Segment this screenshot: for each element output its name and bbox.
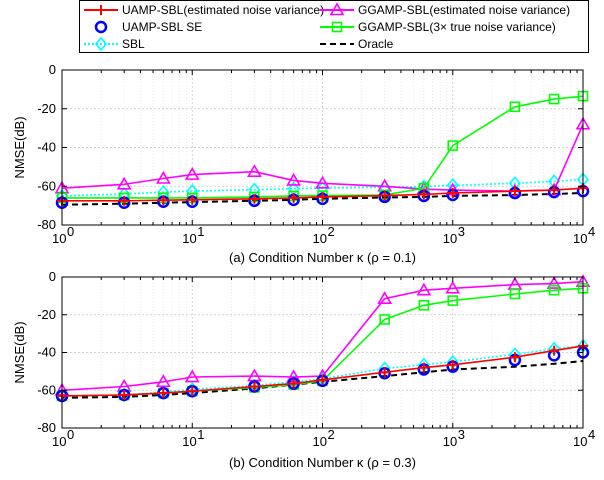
x-tick-label: 10 (182, 231, 196, 246)
x-axis-label: (a) Condition Number κ (ρ = 0.1) (229, 250, 416, 265)
legend-item: GGAMP-SBL(estimated noise variance) (320, 2, 570, 17)
panel-b: 10 0 10 1 10 2 10 3 10 40-20-40-60-80NMSE(dB)(b) … (12, 269, 595, 470)
legend-label: GGAMP-SBL(estimated noise variance) (358, 3, 570, 17)
x-tick-exponent: 2 (328, 427, 335, 442)
data-point (509, 101, 521, 113)
data-point (509, 186, 520, 197)
data-point (548, 284, 560, 296)
data-point (247, 164, 262, 178)
y-axis-label: NMSE(dB) (12, 321, 27, 383)
x-tick-label: 10 (52, 434, 66, 449)
legend: UAMP-SBL(estimated noise variance) GGAMP-… (79, 0, 589, 53)
data-point (315, 175, 330, 189)
x-tick-exponent: 2 (328, 224, 335, 239)
y-tick-label: -80 (37, 420, 56, 435)
data-point (119, 389, 130, 400)
y-tick-label: 0 (49, 269, 56, 284)
y-axis-label: NMSE(dB) (12, 116, 27, 178)
data-point (155, 374, 171, 388)
x-tick-label: 10 (443, 434, 457, 449)
data-point (317, 374, 328, 385)
data-point (187, 386, 198, 397)
y-tick-label: -20 (37, 101, 56, 116)
data-point (379, 367, 390, 378)
data-point (447, 188, 458, 199)
panel-a: 10 0 10 1 10 2 10 3 10 40-20-40-60-80NMSE(dB)(a) … (12, 62, 595, 265)
data-point (549, 345, 560, 356)
data-point (249, 381, 260, 392)
data-point (447, 295, 459, 306)
legend-label: UAMP-SBL SE (122, 20, 202, 34)
y-tick-label: -40 (37, 345, 56, 360)
x-tick-label: 10 (52, 231, 66, 246)
x-axis-label: (b) Condition Number κ (ρ = 0.3) (229, 455, 416, 470)
data-point (116, 176, 132, 190)
legend-marker (94, 20, 108, 34)
legend-label: SBL (122, 37, 145, 51)
x-tick-exponent: 1 (197, 427, 204, 442)
x-tick-exponent: 0 (67, 224, 74, 239)
legend-label: Oracle (358, 37, 394, 51)
legend-item: SBL (84, 36, 145, 52)
legend-marker (96, 5, 106, 15)
x-tick-label: 10 (573, 231, 587, 246)
legend-label: UAMP-SBL(estimated noise variance) (122, 3, 324, 17)
data-point (184, 369, 200, 383)
data-point (548, 93, 560, 105)
x-tick-label: 10 (313, 434, 327, 449)
data-point (158, 388, 169, 399)
y-tick-label: -60 (37, 382, 56, 397)
x-tick-exponent: 4 (588, 224, 595, 239)
data-point (549, 185, 560, 196)
data-point (288, 378, 299, 389)
legend-item: UAMP-SBL(estimated noise variance) (84, 3, 324, 17)
legend-marker (94, 36, 108, 52)
data-point (447, 359, 458, 370)
data-point (379, 190, 390, 201)
x-tick-label: 10 (443, 231, 457, 246)
legend-item: UAMP-SBL SE (94, 20, 202, 34)
y-tick-label: -80 (37, 217, 56, 232)
legend-item: GGAMP-SBL(3× true noise variance) (320, 20, 556, 34)
ticks: 10 0 10 1 10 2 10 3 10 40-20-40-60-80 (37, 62, 595, 246)
y-tick-label: 0 (49, 62, 56, 77)
x-tick-label: 10 (573, 434, 587, 449)
data-point (286, 172, 301, 186)
data-point (418, 189, 429, 200)
x-tick-exponent: 3 (458, 224, 465, 239)
x-tick-exponent: 3 (458, 427, 465, 442)
data-point (249, 193, 260, 204)
data-point (119, 195, 130, 206)
ticks: 10 0 10 1 10 2 10 3 10 40-20-40-60-80 (37, 269, 595, 449)
data-point (418, 362, 429, 373)
data-point (317, 191, 328, 202)
data-point (447, 140, 459, 151)
x-tick-label: 10 (313, 231, 327, 246)
legend-marker (331, 21, 343, 33)
x-tick-exponent: 4 (588, 427, 595, 442)
legend-label: GGAMP-SBL(3× true noise variance) (358, 20, 556, 34)
data-point (158, 195, 169, 206)
data-point (509, 288, 521, 300)
data-point (155, 170, 171, 184)
data-point (377, 291, 393, 305)
data-point (379, 314, 390, 325)
legend-marker (329, 2, 345, 16)
data-point (445, 280, 461, 294)
data-point (418, 300, 430, 311)
y-tick-label: -60 (37, 178, 56, 193)
y-tick-label: -40 (37, 140, 56, 155)
y-tick-label: -20 (37, 307, 56, 322)
x-tick-exponent: 0 (67, 427, 74, 442)
legend-item: Oracle (320, 37, 394, 51)
data-point (184, 167, 200, 180)
data-point (416, 282, 432, 296)
data-point (288, 192, 299, 203)
data-point (187, 194, 198, 205)
x-tick-exponent: 1 (197, 224, 204, 239)
data-point (509, 352, 520, 363)
data-point (546, 275, 562, 289)
x-tick-label: 10 (182, 434, 196, 449)
